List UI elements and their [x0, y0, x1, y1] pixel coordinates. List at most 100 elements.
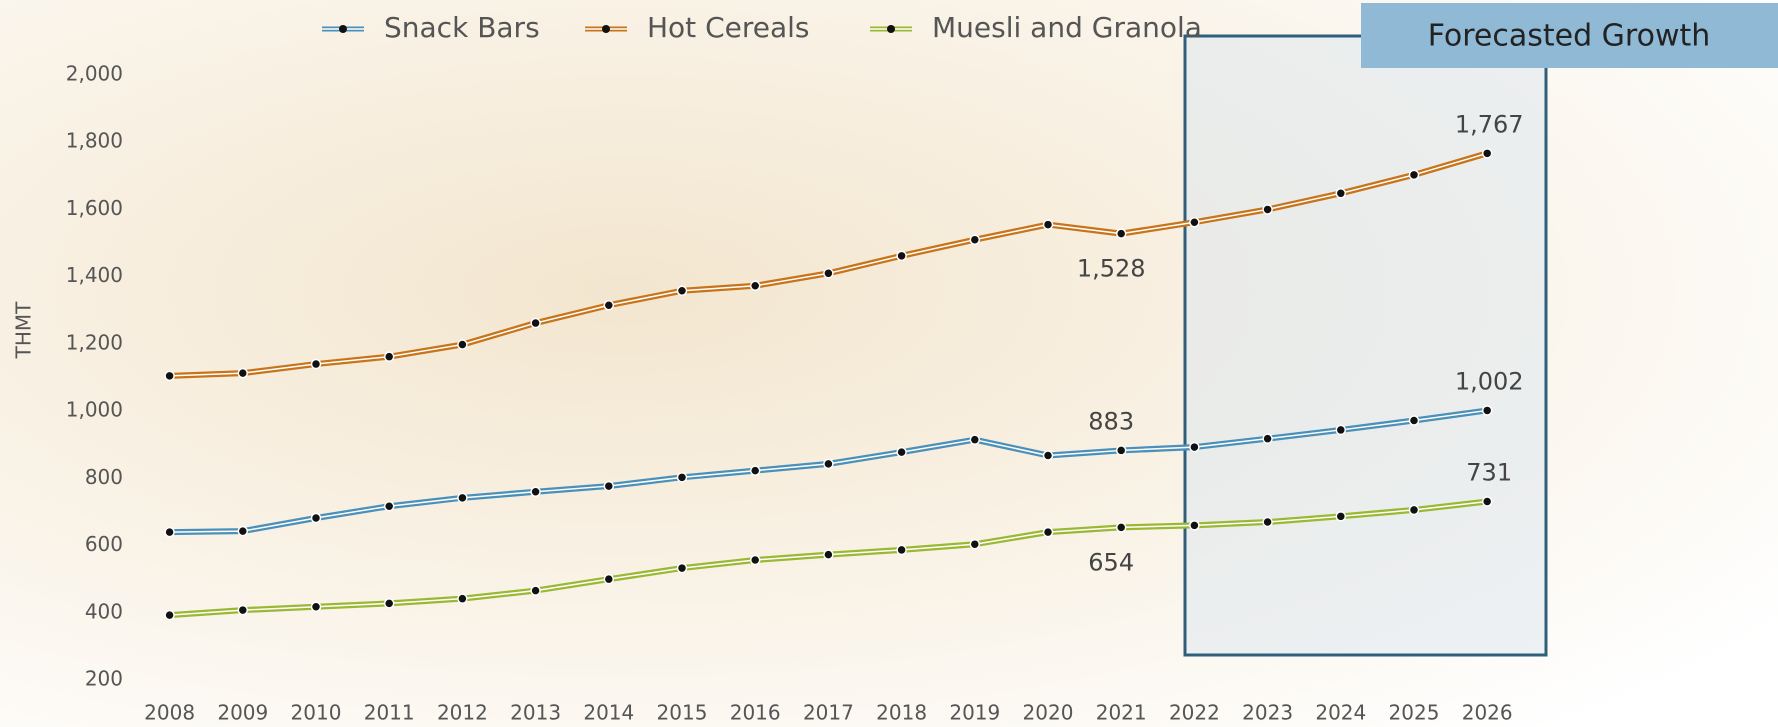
legend-marker — [339, 25, 347, 33]
point — [530, 585, 541, 596]
point — [530, 486, 541, 498]
point — [310, 601, 322, 612]
data-label: 1,002 — [1455, 367, 1524, 395]
data-label: 1,767 — [1455, 110, 1524, 138]
point — [1189, 441, 1200, 453]
forecast-label: Forecasted Growth — [1428, 19, 1711, 54]
legend-marker — [602, 25, 610, 33]
point — [1408, 504, 1420, 516]
point — [749, 280, 761, 291]
point — [676, 285, 688, 297]
point — [457, 339, 468, 350]
point — [676, 472, 688, 483]
point — [164, 526, 175, 538]
point — [1042, 450, 1054, 461]
x-tick-label: 2018 — [876, 701, 927, 725]
point — [1115, 228, 1127, 239]
point — [237, 604, 249, 616]
point — [896, 250, 907, 262]
data-label: 1,528 — [1077, 255, 1146, 283]
x-tick-label: 2024 — [1315, 701, 1366, 725]
y-tick-label: 1,800 — [66, 129, 123, 153]
x-tick-label: 2019 — [949, 701, 1000, 725]
point — [603, 573, 615, 585]
point — [896, 446, 907, 458]
point — [457, 492, 468, 504]
point — [310, 358, 322, 370]
point — [164, 609, 175, 621]
x-tick-label: 2025 — [1389, 701, 1440, 725]
point — [676, 562, 688, 574]
point — [823, 549, 834, 560]
point — [603, 299, 615, 311]
point — [1262, 433, 1273, 444]
point — [1262, 204, 1273, 215]
point — [1115, 445, 1127, 456]
x-tick-label: 2014 — [583, 701, 634, 725]
y-tick-label: 800 — [85, 465, 123, 489]
y-axis-label: THMT — [12, 301, 36, 360]
legend-label: Muesli and Granola — [932, 11, 1202, 44]
point — [1262, 516, 1273, 528]
data-label: 731 — [1466, 459, 1512, 487]
point — [969, 234, 981, 245]
point — [1408, 169, 1420, 181]
point — [749, 554, 761, 566]
x-tick-label: 2026 — [1462, 701, 1513, 725]
forecast-box — [1183, 34, 1548, 657]
point — [969, 434, 981, 445]
x-tick-label: 2020 — [1023, 701, 1074, 725]
point — [530, 317, 541, 329]
y-tick-label: 400 — [85, 599, 123, 623]
point — [1042, 219, 1054, 230]
point — [1408, 415, 1420, 426]
y-tick-label: 200 — [85, 667, 123, 691]
point — [310, 512, 322, 524]
point — [237, 525, 249, 537]
x-tick-label: 2009 — [217, 701, 268, 725]
point — [1042, 526, 1054, 538]
point — [1481, 496, 1493, 507]
x-tick-label: 2022 — [1169, 701, 1220, 725]
x-tick-label: 2016 — [730, 701, 781, 725]
x-tick-label: 2017 — [803, 701, 854, 725]
x-tick-label: 2011 — [364, 701, 415, 725]
point — [383, 598, 395, 609]
point — [603, 480, 615, 492]
legend-marker — [887, 25, 895, 33]
x-tick-label: 2010 — [291, 701, 342, 725]
point — [383, 500, 395, 512]
x-tick-label: 2015 — [657, 701, 708, 725]
x-tick-label: 2021 — [1096, 701, 1147, 725]
point — [896, 544, 907, 556]
y-tick-label: 2,000 — [66, 62, 123, 86]
x-tick-label: 2008 — [144, 701, 195, 725]
y-tick-label: 1,000 — [66, 398, 123, 422]
point — [1335, 424, 1347, 436]
point — [237, 367, 249, 379]
point — [969, 538, 981, 550]
point — [823, 458, 834, 470]
point — [1335, 188, 1347, 199]
legend-label: Snack Bars — [384, 11, 540, 44]
y-tick-label: 1,400 — [66, 263, 123, 287]
legend-label: Hot Cereals — [647, 11, 810, 44]
x-tick-label: 2023 — [1242, 701, 1293, 725]
point — [749, 465, 761, 476]
y-tick-label: 1,200 — [66, 330, 123, 354]
data-label: 883 — [1088, 407, 1134, 435]
forecast-label-box — [1361, 3, 1778, 68]
point — [1189, 520, 1200, 531]
point — [1115, 522, 1127, 533]
point — [164, 370, 175, 382]
point — [457, 593, 468, 604]
data-label: 654 — [1088, 548, 1134, 576]
y-tick-label: 1,600 — [66, 196, 123, 220]
point — [1481, 148, 1493, 159]
x-tick-label: 2012 — [437, 701, 488, 725]
x-tick-label: 2013 — [510, 701, 561, 725]
point — [1481, 405, 1493, 416]
point — [383, 351, 395, 362]
point — [1335, 511, 1347, 522]
